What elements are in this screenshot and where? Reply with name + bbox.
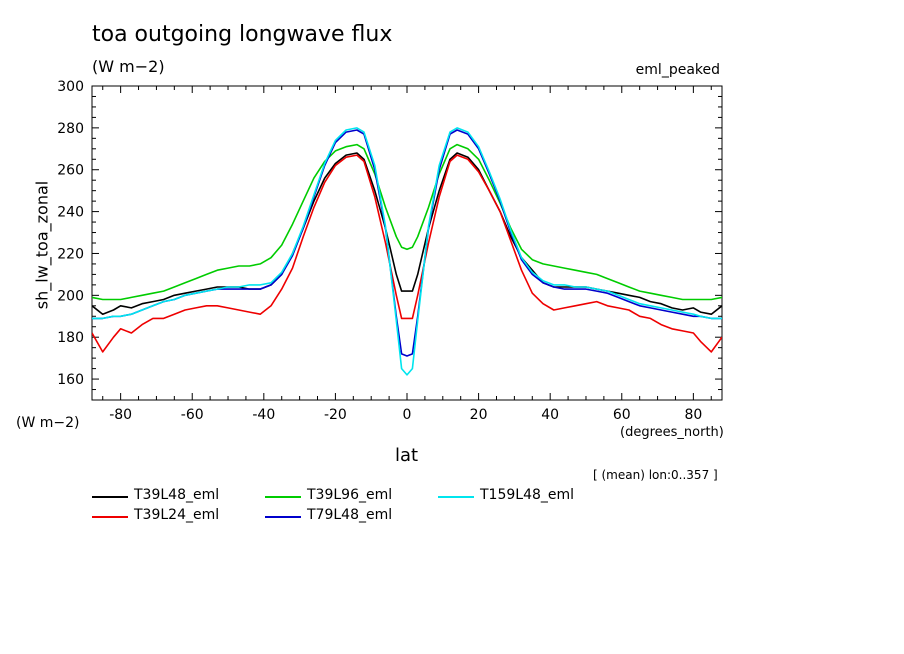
y-tick-label: 200 xyxy=(57,288,84,304)
legend-swatch xyxy=(265,516,301,518)
legend-label: T79L48_eml xyxy=(307,507,393,523)
y-tick-label: 300 xyxy=(57,79,84,95)
series-line-t79l48-eml xyxy=(92,129,722,357)
chart-title: toa outgoing longwave flux xyxy=(92,22,393,47)
legend-swatch xyxy=(92,516,128,518)
y-tick-label: 220 xyxy=(57,246,84,262)
legend-swatch xyxy=(438,496,474,498)
chart-units: (W m−2) xyxy=(92,57,165,76)
y-axis-units: (W m−2) xyxy=(16,415,80,431)
experiment-tag: eml_peaked xyxy=(635,62,720,78)
x-tick-label: -40 xyxy=(252,407,275,423)
y-tick-label: 280 xyxy=(57,121,84,137)
legend-label: T159L48_eml xyxy=(480,487,575,503)
x-tick-label: -20 xyxy=(324,407,347,423)
plot-frame xyxy=(91,85,723,401)
series-line-t159l48-eml xyxy=(92,127,722,376)
x-tick-label: -80 xyxy=(109,407,132,423)
x-tick-label: -60 xyxy=(181,407,204,423)
x-axis-units: (degrees_north) xyxy=(620,425,724,440)
y-tick-label: 260 xyxy=(57,163,84,179)
y-tick-label: 240 xyxy=(57,205,84,221)
series-line-t39l24-eml xyxy=(92,154,722,353)
x-tick-label: 80 xyxy=(684,407,702,423)
y-tick-label: 160 xyxy=(57,372,84,388)
legend-swatch xyxy=(92,496,128,498)
legend-label: T39L48_eml xyxy=(134,487,220,503)
y-tick-label: 180 xyxy=(57,330,84,346)
x-axis-label: lat xyxy=(395,445,419,466)
mean-note: [ (mean) lon:0..357 ] xyxy=(593,468,718,482)
x-tick-label: 60 xyxy=(613,407,631,423)
x-tick-label: 20 xyxy=(470,407,488,423)
legend-label: T39L96_eml xyxy=(307,487,393,503)
series-line-t39l96-eml xyxy=(92,143,722,301)
x-tick-label: 40 xyxy=(541,407,559,423)
x-tick-label: 0 xyxy=(403,407,412,423)
legend-swatch xyxy=(265,496,301,498)
legend-label: T39L24_eml xyxy=(134,507,220,523)
series-line-t39l48-eml xyxy=(92,152,722,316)
